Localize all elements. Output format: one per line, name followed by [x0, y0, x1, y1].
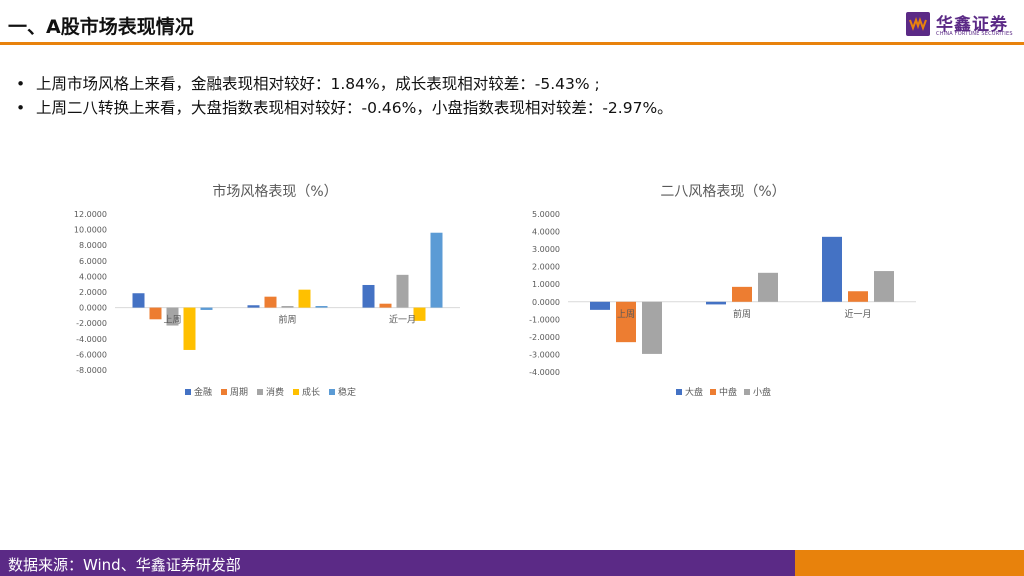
- bar: [396, 274, 409, 308]
- legend-label: 金融: [194, 386, 212, 398]
- market-style-chart: 市场风格表现（%） 12.0000 10.0000 8.0000 6.0000 4.000…: [60, 170, 470, 410]
- footer: 数据来源：Wind、华鑫证券研发部: [0, 550, 1024, 576]
- y-tick-label: 10.0000: [74, 226, 107, 235]
- bar: [264, 296, 277, 308]
- bar: [183, 307, 196, 350]
- bullet-dot: •: [16, 99, 26, 117]
- bar: [706, 301, 726, 305]
- bar: [848, 291, 868, 302]
- y-tick-label: 2.0000: [79, 288, 107, 297]
- chart-title: 二八风格表现（%）: [660, 184, 785, 200]
- header: 一、A股市场表现情况 华鑫证券 CHINA FORTUNE SECURITIES: [0, 0, 1024, 45]
- header-divider: [0, 42, 1024, 45]
- category-label: 上周: [163, 315, 181, 326]
- category-label: 上周: [617, 309, 635, 320]
- y-tick-label: 2.0000: [532, 263, 560, 272]
- legend-swatch: [744, 389, 750, 395]
- large-small-cap-chart: 二八风格表现（%） 5.0000 4.0000 3.0000 2.0000 1.0000 0…: [508, 170, 928, 410]
- bullet-text: 上周市场风格上来看，金融表现相对较好：1.84%，成长表现相对较差：-5.43%…: [36, 75, 600, 93]
- legend-label: 消费: [266, 386, 284, 398]
- legend-label: 周期: [230, 387, 248, 398]
- y-tick-label: 12.0000: [74, 210, 107, 219]
- bar: [732, 286, 752, 302]
- chart-svg: 市场风格表现（%） 12.0000 10.0000 8.0000 6.0000 4.000…: [74, 183, 460, 398]
- y-tick-label: 4.0000: [532, 228, 560, 237]
- logo-mark-icon: [906, 12, 930, 36]
- bar: [430, 232, 443, 308]
- y-tick-label: -1.0000: [529, 315, 560, 324]
- logo-english-name: CHINA FORTUNE SECURITIES: [936, 31, 1013, 37]
- y-tick-label: -2.0000: [529, 333, 560, 342]
- data-source: 数据来源：Wind、华鑫证券研发部: [8, 556, 241, 574]
- legend-swatch: [185, 389, 191, 395]
- page-title: 一、A股市场表现情况: [8, 16, 194, 38]
- bar: [247, 305, 260, 308]
- y-tick-label: 6.0000: [79, 257, 107, 266]
- bar: [132, 293, 145, 308]
- y-tick-label: -3.0000: [529, 350, 560, 359]
- bullet-dot: •: [16, 75, 26, 93]
- bar: [413, 307, 426, 321]
- footer-bar: [0, 550, 795, 576]
- legend-swatch: [293, 389, 299, 395]
- category-label: 前周: [278, 314, 296, 326]
- y-tick-label: -8.0000: [76, 366, 107, 375]
- bullet-text: 上周二八转换上来看，大盘指数表现相对较好：-0.46%，小盘指数表现相对较差：-…: [36, 99, 673, 117]
- bar: [362, 284, 375, 308]
- legend-swatch: [329, 389, 335, 395]
- legend-swatch: [257, 389, 263, 395]
- y-tick-label: 4.0000: [79, 272, 107, 281]
- summary-bullets: • 上周市场风格上来看，金融表现相对较好：1.84%，成长表现相对较差：-5.4…: [10, 72, 1010, 120]
- bar: [590, 301, 610, 310]
- y-tick-label: 3.0000: [532, 245, 560, 254]
- bar: [379, 303, 392, 308]
- legend-swatch: [676, 389, 682, 395]
- bar: [642, 301, 662, 354]
- bar: [149, 307, 162, 320]
- legend-swatch: [221, 389, 227, 395]
- y-tick-label: 5.0000: [532, 210, 560, 219]
- y-tick-label: -2.0000: [76, 319, 107, 328]
- company-logo: 华鑫证券 CHINA FORTUNE SECURITIES: [906, 8, 1024, 40]
- y-tick-label: 1.0000: [532, 280, 560, 289]
- y-tick-label: 0.0000: [532, 298, 560, 307]
- legend-label: 中盘: [719, 386, 737, 398]
- bar: [822, 236, 842, 302]
- bar: [298, 289, 311, 308]
- chart-svg: 二八风格表现（%） 5.0000 4.0000 3.0000 2.0000 1.0000 0…: [529, 184, 916, 398]
- bar: [874, 271, 894, 302]
- legend-label: 大盘: [685, 386, 703, 398]
- category-label: 近一月: [844, 308, 871, 320]
- bar: [315, 306, 328, 308]
- y-tick-label: -4.0000: [529, 368, 560, 377]
- bullet-item: • 上周市场风格上来看，金融表现相对较好：1.84%，成长表现相对较差：-5.4…: [10, 72, 1010, 96]
- bar: [758, 272, 778, 302]
- bar: [616, 301, 636, 343]
- legend-swatch: [710, 389, 716, 395]
- footer-accent: [795, 550, 1024, 576]
- chart-title: 市场风格表现（%）: [212, 183, 337, 200]
- bullet-item: • 上周二八转换上来看，大盘指数表现相对较好：-0.46%，小盘指数表现相对较差…: [10, 96, 1010, 120]
- bar: [166, 307, 179, 326]
- y-tick-label: -4.0000: [76, 335, 107, 344]
- bar: [200, 307, 213, 310]
- legend-label: 稳定: [338, 386, 356, 398]
- y-tick-label: 0.0000: [79, 304, 107, 313]
- y-tick-label: -6.0000: [76, 350, 107, 359]
- category-label: 近一月: [389, 314, 416, 326]
- category-label: 前周: [733, 308, 751, 320]
- legend-label: 小盘: [753, 386, 771, 398]
- y-tick-label: 8.0000: [79, 241, 107, 250]
- legend-label: 成长: [302, 386, 320, 398]
- bar: [281, 306, 294, 308]
- logo-name: 华鑫证券: [936, 15, 1008, 35]
